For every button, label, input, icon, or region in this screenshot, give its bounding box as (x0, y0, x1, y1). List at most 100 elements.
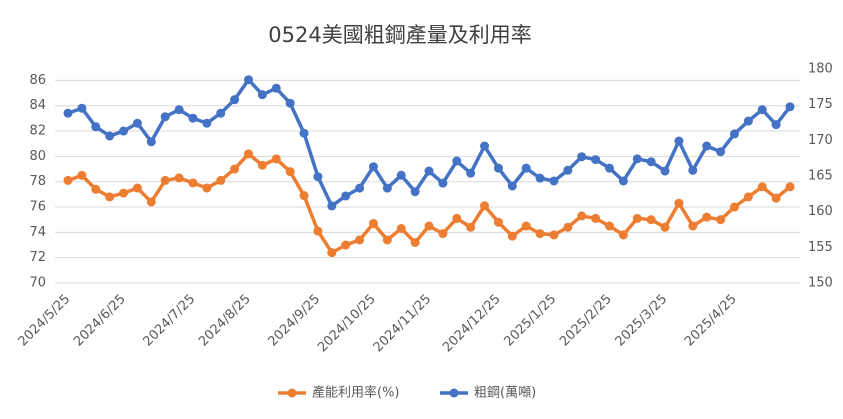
x-tick-label: 2024/8/25 (196, 292, 254, 350)
x-tick-label: 2024/9/25 (265, 292, 323, 350)
data-point (244, 75, 253, 85)
x-tick-label: 2025/3/25 (613, 292, 671, 350)
data-point (577, 211, 587, 221)
data-point (438, 229, 448, 239)
data-point (271, 154, 281, 164)
data-point (605, 163, 614, 173)
x-tick-label: 2025/2/25 (557, 292, 615, 350)
data-point (132, 118, 142, 128)
data-point (480, 141, 490, 151)
data-point (355, 183, 365, 193)
data-point (396, 170, 406, 180)
data-point (618, 176, 628, 186)
y-tick-label: 72 (29, 250, 46, 265)
y-tick-label: 86 (29, 73, 46, 88)
data-point (591, 155, 601, 165)
data-point (466, 222, 476, 232)
data-point (105, 131, 115, 141)
data-point (424, 166, 434, 176)
data-point (174, 173, 184, 183)
data-point (396, 224, 406, 234)
data-point (452, 156, 462, 166)
data-point (716, 147, 726, 157)
data-point (771, 120, 781, 130)
y2-tick-label: 165 (808, 169, 833, 184)
x-tick-label: 2024/12/25 (440, 292, 504, 356)
y2-tick-label: 155 (808, 240, 833, 255)
y2-tick-label: 170 (808, 133, 833, 148)
y-tick-label: 70 (29, 276, 46, 291)
data-point (605, 221, 614, 231)
data-point (105, 192, 115, 202)
y-tick-label: 80 (29, 149, 46, 164)
data-point (63, 175, 73, 185)
data-point (63, 108, 73, 118)
data-point (91, 184, 101, 194)
y-tick-label: 78 (29, 174, 46, 189)
data-point (132, 183, 142, 193)
data-point (244, 149, 253, 159)
data-point (77, 170, 87, 180)
data-point (674, 198, 684, 208)
data-point (438, 178, 448, 188)
data-point (521, 221, 531, 231)
y2-tick-label: 150 (808, 276, 833, 291)
data-point (299, 128, 309, 138)
data-point (91, 122, 101, 132)
data-point (493, 163, 503, 173)
data-point (646, 215, 656, 225)
data-point (729, 129, 739, 139)
data-point (757, 182, 767, 192)
data-point (341, 191, 351, 201)
data-point (549, 176, 559, 186)
data-point (660, 222, 670, 232)
data-point (591, 213, 601, 223)
data-point (410, 237, 420, 247)
data-point (577, 152, 587, 162)
x-tick-label: 2024/6/25 (71, 292, 129, 350)
data-point (119, 126, 129, 136)
data-point (729, 202, 739, 212)
x-tick-label: 2025/4/25 (682, 292, 740, 350)
data-point (216, 175, 226, 185)
data-point (521, 163, 531, 173)
data-point (368, 162, 378, 172)
data-point (313, 226, 323, 236)
legend-label: 粗鋼(萬噸) (474, 386, 536, 401)
data-point (563, 222, 573, 232)
data-point (549, 230, 559, 240)
data-point (452, 213, 462, 223)
data-point (188, 113, 198, 123)
data-point (480, 201, 490, 211)
data-point (285, 98, 295, 108)
data-point (646, 157, 656, 167)
legend-marker (449, 388, 459, 398)
data-point (618, 230, 628, 240)
data-point (271, 83, 281, 93)
data-point (660, 166, 670, 176)
data-point (188, 178, 198, 188)
data-point (202, 118, 212, 128)
y-tick-label: 74 (29, 225, 46, 240)
data-point (535, 173, 545, 183)
data-point (146, 137, 156, 147)
x-tick-label: 2024/11/25 (371, 292, 435, 356)
data-point (507, 231, 517, 241)
data-point (382, 183, 392, 193)
data-point (299, 191, 309, 201)
data-point (230, 164, 240, 174)
data-point (688, 221, 698, 231)
data-point (493, 217, 503, 227)
data-point (202, 183, 212, 193)
x-tick-label: 2024/5/25 (16, 292, 74, 350)
y2-tick-label: 175 (808, 97, 833, 112)
data-point (382, 235, 392, 245)
data-point (507, 181, 517, 191)
chart-title: 0524美國粗鋼產量及利用率 (268, 23, 531, 47)
data-point (632, 213, 642, 223)
data-point (368, 218, 378, 228)
data-point (285, 167, 295, 177)
y2-tick-label: 180 (808, 62, 833, 77)
data-point (77, 103, 87, 113)
data-point (785, 182, 795, 192)
